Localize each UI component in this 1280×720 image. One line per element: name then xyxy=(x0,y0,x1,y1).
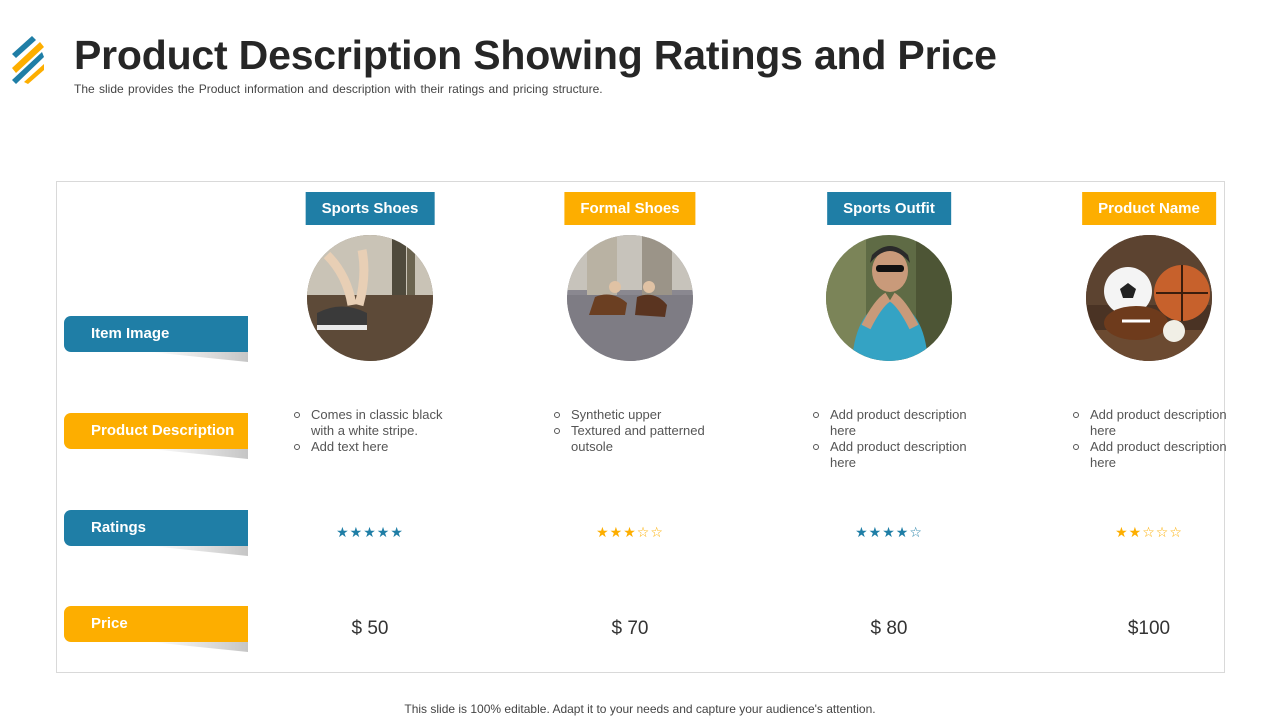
product-header: Product Name xyxy=(1082,192,1216,225)
footer-note: This slide is 100% editable. Adapt it to… xyxy=(404,702,876,716)
row-label-item-image: Item Image xyxy=(64,316,248,352)
filled-star-icon: ★ xyxy=(376,525,391,541)
product-header: Sports Shoes xyxy=(305,192,435,225)
row-label-price: Price xyxy=(64,606,248,642)
row-label-product-description: Product Description xyxy=(64,413,248,449)
rating-stars: ★★★★☆ xyxy=(759,525,1019,541)
description-item: Synthetic upper xyxy=(552,407,722,423)
description-item: Add text here xyxy=(292,439,462,455)
empty-star-icon: ☆ xyxy=(636,525,651,541)
filled-star-icon: ★ xyxy=(895,525,910,541)
filled-star-icon: ★ xyxy=(609,525,624,541)
filled-star-icon: ★ xyxy=(363,525,377,541)
product-description-list: Synthetic upper Textured and patterned o… xyxy=(552,407,722,455)
product-column-sports-shoes: Sports Shoes Comes in classic black with… xyxy=(240,181,500,673)
description-item: Add product description here xyxy=(1071,407,1241,439)
empty-star-icon: ☆ xyxy=(1142,525,1156,541)
product-column-sports-outfit: Sports Outfit Add product description he… xyxy=(759,181,1019,673)
filled-star-icon: ★ xyxy=(855,525,869,541)
product-header: Sports Outfit xyxy=(827,192,951,225)
filled-star-icon: ★ xyxy=(1115,525,1129,541)
filled-star-icon: ★ xyxy=(882,525,896,541)
rating-stars: ★★★☆☆ xyxy=(500,525,760,541)
row-label-shadow xyxy=(150,546,248,556)
price-value: $ 70 xyxy=(611,618,649,639)
filled-star-icon: ★ xyxy=(868,525,883,541)
product-column-product-name: Product Name Add product description her… xyxy=(1019,181,1279,673)
row-label-shadow xyxy=(150,449,248,459)
filled-star-icon: ★ xyxy=(623,525,637,541)
description-item: Add product description here xyxy=(811,407,981,439)
filled-star-icon: ★ xyxy=(390,525,404,541)
filled-star-icon: ★ xyxy=(336,525,350,541)
product-description-list: Add product description here Add product… xyxy=(811,407,981,471)
sports-balls-photo xyxy=(1086,235,1212,361)
empty-star-icon: ☆ xyxy=(1155,525,1170,541)
price-value: $ 80 xyxy=(870,618,908,639)
product-description-list: Add product description here Add product… xyxy=(1071,407,1241,471)
rating-stars: ★★★★★ xyxy=(240,525,500,541)
formal-shoes-photo xyxy=(567,235,693,361)
product-description-list: Comes in classic black with a white stri… xyxy=(292,407,462,455)
description-item: Add product description here xyxy=(1071,439,1241,471)
cyclist-photo xyxy=(826,235,952,361)
description-item: Textured and patterned outsole xyxy=(552,423,722,455)
product-column-formal-shoes: Formal Shoes Synthetic upper Textured an… xyxy=(500,181,760,673)
filled-star-icon: ★ xyxy=(349,525,364,541)
row-label-shadow xyxy=(150,642,248,652)
page-title: Product Description Showing Ratings and … xyxy=(74,32,997,78)
price-value: $100 xyxy=(1127,618,1171,639)
empty-star-icon: ☆ xyxy=(909,525,923,541)
filled-star-icon: ★ xyxy=(1128,525,1143,541)
brand-logo-icon xyxy=(12,36,44,84)
row-label-shadow xyxy=(150,352,248,362)
row-label-ratings: Ratings xyxy=(64,510,248,546)
product-header: Formal Shoes xyxy=(564,192,696,225)
price-value: $ 50 xyxy=(351,618,389,639)
page-subtitle: The slide provides the Product informati… xyxy=(74,82,603,96)
description-item: Add product description here xyxy=(811,439,981,471)
rating-stars: ★★☆☆☆ xyxy=(1019,525,1279,541)
sports-shoes-photo xyxy=(307,235,433,361)
empty-star-icon: ☆ xyxy=(650,525,664,541)
filled-star-icon: ★ xyxy=(596,525,610,541)
description-item: Comes in classic black with a white stri… xyxy=(292,407,462,439)
empty-star-icon: ☆ xyxy=(1169,525,1183,541)
